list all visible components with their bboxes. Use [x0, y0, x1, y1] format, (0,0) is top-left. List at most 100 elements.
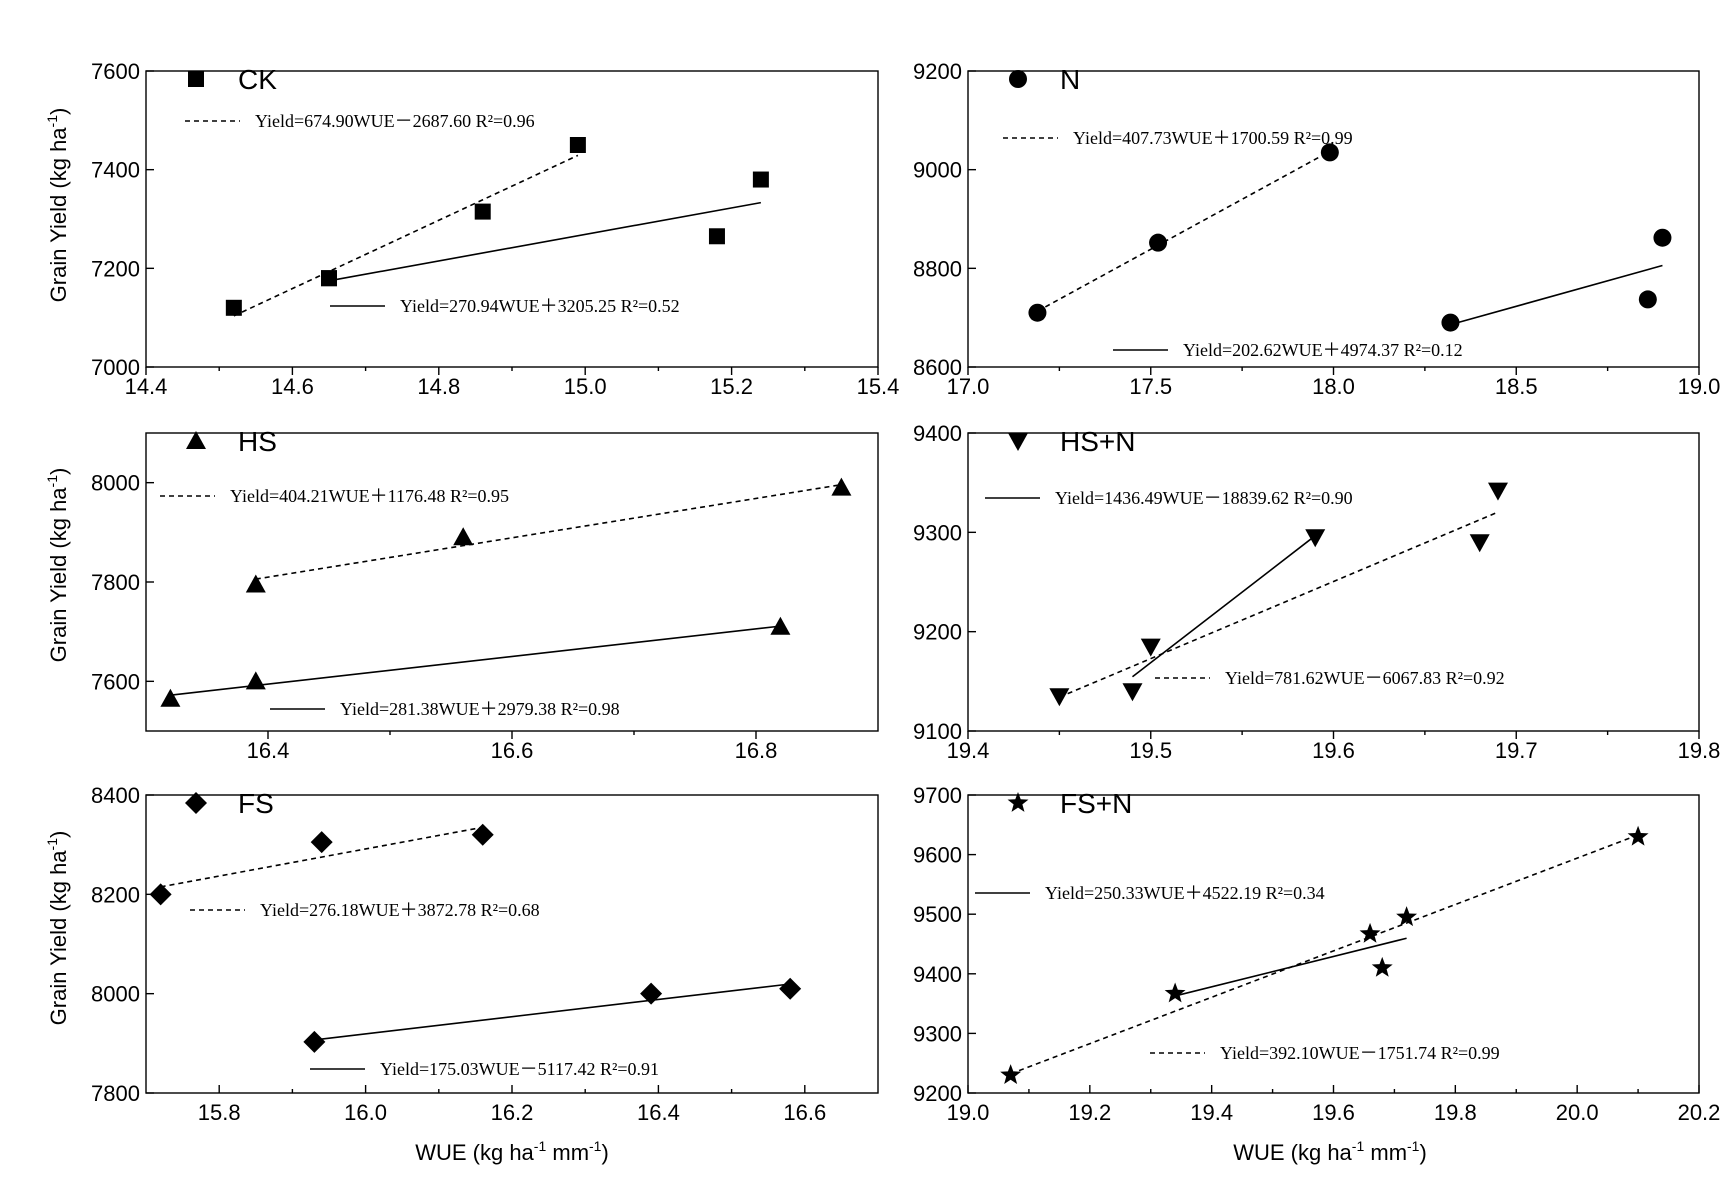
- data-point: [1441, 313, 1460, 332]
- x-tick-label: 19.4: [947, 738, 990, 763]
- legend-marker-triangle-down: [1008, 433, 1028, 451]
- x-tick-label: 19.4: [1190, 1100, 1233, 1125]
- data-point: [1627, 825, 1649, 846]
- data-point: [1653, 228, 1672, 247]
- data-point: [1320, 143, 1339, 162]
- x-axis-title-left: WUE (kg ha-1 mm-1): [415, 1138, 609, 1165]
- y-tick-label: 9000: [913, 158, 962, 183]
- data-point: [303, 1030, 326, 1053]
- panel-label: HS+N: [1060, 426, 1135, 457]
- y-axis-title-top: Grain Yield (kg ha-1): [44, 108, 71, 303]
- x-tick-label: 16.0: [344, 1100, 387, 1125]
- data-point: [149, 883, 172, 906]
- panel-label: FS: [238, 788, 274, 819]
- x-tick-label: 20.2: [1678, 1100, 1721, 1125]
- regression-equation: Yield=250.33WUE＋4522.19 R²=0.34: [1045, 883, 1325, 903]
- data-point: [1000, 1064, 1022, 1085]
- data-point: [752, 171, 769, 188]
- y-tick-label: 9400: [913, 421, 962, 446]
- y-axis-title-middle: Grain Yield (kg ha-1): [44, 468, 71, 663]
- regression-equation: Yield=1436.49WUE－18839.62 R²=0.90: [1055, 488, 1353, 508]
- x-tick-label: 14.6: [271, 374, 314, 399]
- y-tick-label: 9300: [913, 1021, 962, 1046]
- y-tick-label: 9500: [913, 902, 962, 927]
- plot-frame: [967, 70, 1700, 368]
- legend-marker-star: [1007, 792, 1029, 812]
- data-point: [160, 688, 181, 707]
- x-tick-label: 19.2: [1068, 1100, 1111, 1125]
- x-axis-title-right: WUE (kg ha-1 mm-1): [1233, 1138, 1427, 1165]
- legend-marker-circle: [1009, 70, 1027, 88]
- data-point: [471, 823, 494, 846]
- y-axis-title: Grain Yield (kg ha-1): [44, 468, 71, 663]
- panel-n: 17.0 17.5 18.0 18.5 19.0 8600 8800 9000 9200 N Yie…: [913, 59, 1720, 399]
- panel-ck: 14.4 14.6 14.8 15.0 15.2 15.4 7000 7200 7400 7600…: [91, 59, 899, 399]
- x-tick-label: 17.5: [1129, 374, 1172, 399]
- y-tick-label: 7000: [91, 355, 140, 380]
- data-point: [1396, 906, 1418, 927]
- x-tick-label: 16.8: [735, 738, 778, 763]
- y-tick-label: 7200: [91, 256, 140, 281]
- x-tick-label: 19.5: [1129, 738, 1172, 763]
- legend-marker-square: [188, 71, 204, 87]
- fit-line-solid: [170, 625, 781, 696]
- regression-equation: Yield=276.18WUE＋3872.78 R²=0.68: [260, 900, 540, 920]
- fit-line-dashed: [1010, 834, 1639, 1075]
- y-axis-title-bottom: Grain Yield (kg ha-1): [44, 831, 71, 1026]
- data-point: [310, 831, 333, 854]
- data-point: [1359, 922, 1381, 943]
- panel-label: CK: [238, 64, 277, 95]
- regression-equation: Yield=270.94WUE＋3205.25 R²=0.52: [400, 296, 680, 316]
- plot-frame: [145, 794, 879, 1094]
- x-tick-label: 19.8: [1434, 1100, 1477, 1125]
- data-point: [474, 203, 491, 220]
- y-axis-title: Grain Yield (kg ha-1): [44, 831, 71, 1026]
- data-point: [569, 137, 586, 153]
- regression-equation: Yield=281.38WUE＋2979.38 R²=0.98: [340, 699, 620, 719]
- y-tick-label: 8200: [91, 882, 140, 907]
- x-tick-label: 19.6: [1312, 738, 1355, 763]
- data-point: [779, 977, 802, 1000]
- panels: 14.4 14.6 14.8 15.0 15.2 15.4 7000 7200 7400 7600…: [91, 59, 1720, 1125]
- data-point: [321, 270, 337, 287]
- y-tick-label: 7800: [91, 1081, 140, 1106]
- legend-marker-diamond: [185, 792, 207, 814]
- x-tick-label: 16.6: [491, 738, 534, 763]
- regression-equation: Yield=404.21WUE＋1176.48 R²=0.95: [230, 486, 509, 506]
- data-point: [245, 671, 266, 690]
- x-tick-label: 16.6: [783, 1100, 826, 1125]
- data-point: [831, 477, 852, 496]
- fit-line-dashed: [1037, 150, 1331, 312]
- x-tick-label: 15.4: [857, 374, 900, 399]
- x-tick-label: 18.5: [1495, 374, 1538, 399]
- y-axis-title: Grain Yield (kg ha-1): [44, 108, 71, 303]
- fit-line-dashed: [160, 826, 483, 888]
- panel-fs-n: 19.0 19.2 19.4 19.6 19.8 20.0 20.2 9200 9300 9400…: [913, 783, 1720, 1125]
- x-tick-label: 15.8: [198, 1100, 241, 1125]
- fit-line-solid: [328, 201, 762, 282]
- x-tick-label: 18.0: [1312, 374, 1355, 399]
- y-tick-label: 9100: [913, 719, 962, 744]
- data-point: [225, 299, 242, 316]
- y-tick-label: 9400: [913, 962, 962, 987]
- y-tick-label: 9300: [913, 520, 962, 545]
- y-tick-label: 9200: [913, 620, 962, 645]
- fit-line-dashed: [1059, 511, 1499, 698]
- x-tick-label: 19.8: [1678, 738, 1721, 763]
- fit-line-dashed: [233, 154, 579, 317]
- y-tick-label: 7800: [91, 570, 140, 595]
- y-tick-label: 9200: [913, 1081, 962, 1106]
- data-point: [640, 982, 663, 1005]
- panel-hs-n: 19.4 19.5 19.6 19.7 19.8 9100 9200 9300 9400 HS+N…: [913, 421, 1720, 763]
- y-tick-label: 7400: [91, 158, 140, 183]
- y-tick-label: 8600: [913, 355, 962, 380]
- data-point: [1049, 688, 1070, 707]
- regression-equation: Yield=175.03WUE－5117.42 R²=0.91: [380, 1059, 659, 1079]
- data-point: [1371, 956, 1393, 977]
- data-point: [245, 574, 266, 593]
- x-tick-label: 19.0: [1678, 374, 1721, 399]
- y-tick-label: 8800: [913, 256, 962, 281]
- x-tick-label: 19.7: [1495, 738, 1538, 763]
- x-tick-label: 20.0: [1556, 1100, 1599, 1125]
